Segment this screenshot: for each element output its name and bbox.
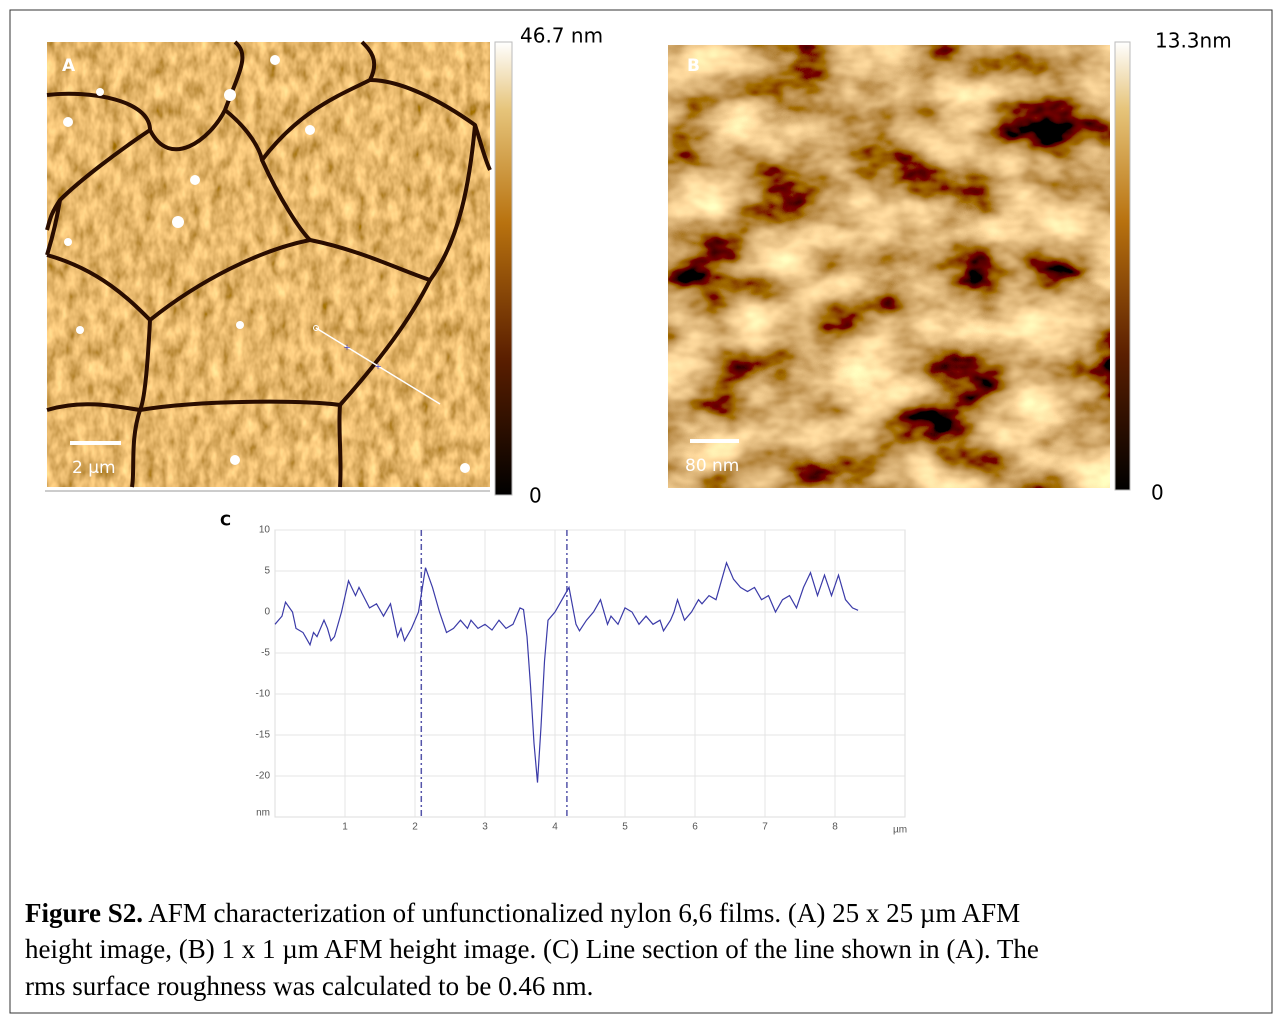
svg-text:+: +	[375, 359, 382, 373]
scale-bar-label: 80 nm	[685, 456, 739, 476]
scale-bar-label: 2 µm	[72, 458, 116, 478]
profile-line	[274, 561, 859, 783]
colorbar-b	[1114, 41, 1131, 491]
panel-label: C	[220, 512, 231, 530]
y-tick-label: -20	[256, 771, 271, 782]
colorbar-min: 0	[529, 484, 542, 508]
x-tick-label: 8	[832, 822, 838, 833]
caption-line: Figure S2. AFM characterization of unfun…	[25, 898, 1020, 928]
x-tick-label: 3	[482, 822, 488, 833]
afm-image-a: + +	[45, 40, 492, 488]
y-tick-label: -10	[256, 689, 271, 700]
x-tick-label: 1	[342, 822, 348, 833]
image-edge	[45, 490, 490, 492]
line-chart: 10 5 0 -5 -10 -15 -20 1 2 3 4 5 6 7 8	[256, 525, 906, 833]
colorbar-min: 0	[1151, 481, 1164, 505]
x-tick-label: 5	[622, 822, 628, 833]
x-axis-label: µm	[893, 825, 907, 836]
x-tick-label: 2	[412, 822, 418, 833]
x-tick-label: 6	[692, 822, 698, 833]
page-frame	[9, 9, 1273, 1014]
caption-line: height image, (B) 1 x 1 µm AFM height im…	[25, 934, 1039, 964]
afm-image-b	[668, 45, 1110, 488]
panel-label: B	[687, 56, 700, 76]
svg-text:+: +	[344, 340, 351, 354]
colorbar-max: 13.3nm	[1155, 29, 1232, 53]
y-tick-label: 0	[264, 607, 270, 618]
panel-label: A	[62, 56, 76, 76]
caption-text: AFM characterization of unfunctionalized…	[148, 898, 1020, 928]
x-tick-label: 7	[762, 822, 768, 833]
y-axis-label: nm	[256, 808, 270, 819]
colorbar-a	[494, 41, 513, 496]
caption-line: rms surface roughness was calculated to …	[25, 971, 593, 1001]
x-tick-label: 4	[552, 822, 558, 833]
y-tick-label: -5	[261, 648, 270, 659]
y-tick-label: 5	[264, 566, 270, 577]
caption-title: Figure S2.	[25, 898, 143, 928]
caption: Figure S2. AFM characterization of unfun…	[25, 898, 1039, 1001]
y-tick-label: -15	[256, 730, 271, 741]
colorbar-max: 46.7 nm	[520, 24, 603, 48]
plot-area	[274, 529, 906, 818]
y-tick-label: 10	[259, 525, 271, 536]
